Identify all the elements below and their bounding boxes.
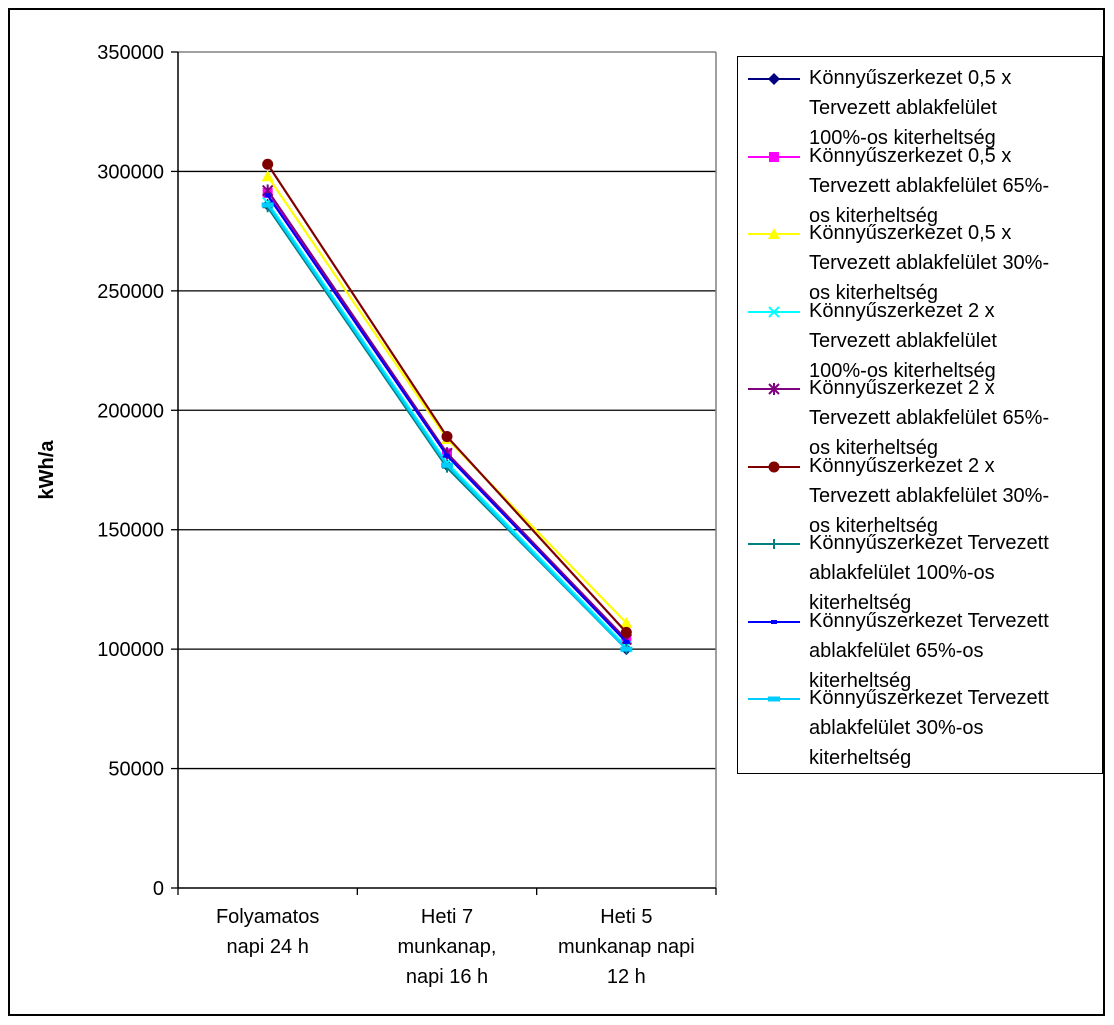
legend-label-line: Könnyűszerkezet 0,5 x <box>809 67 1012 89</box>
x-tick-label: munkanap napi <box>558 936 695 958</box>
legend-item: Könnyűszerkezet Tervezett ablakfelület 30… <box>738 683 1104 773</box>
y-tick-label: 300000 <box>97 161 164 183</box>
legend-item: Könnyűszerkezet 0,5 x Tervezett ablakfelü… <box>738 141 1104 231</box>
y-tick-label: 250000 <box>97 281 164 303</box>
legend-label-line: ablakfelület 65%-os <box>809 639 984 662</box>
legend-label-line: Könnyűszerkezet Tervezett <box>809 532 1049 554</box>
legend-marker <box>768 461 780 472</box>
legend-item: Könnyűszerkezet 2 x Tervezett ablakfelüle… <box>738 451 1104 541</box>
legend-label-line: Könnyűszerkezet 0,5 x <box>809 144 1012 167</box>
legend-marker <box>768 383 780 395</box>
x-tick-label: napi 24 h <box>227 936 309 958</box>
data-point <box>441 431 453 443</box>
legend-swatch <box>748 228 800 239</box>
legend-label-line: Tervezett ablakfelület 30%- <box>809 252 1050 274</box>
legend-swatch <box>748 619 800 624</box>
series-line <box>266 175 628 624</box>
legend: Könnyűszerkezet 0,5 x Tervezett ablakfelü… <box>737 56 1103 774</box>
data-point <box>620 646 633 652</box>
x-tick-label: munkanap, <box>398 936 497 958</box>
legend-label-line: Tervezett ablakfelület 65%- <box>809 407 1050 429</box>
y-tick-label: 100000 <box>97 639 164 661</box>
legend-label: Könnyűszerkezet Tervezett ablakfelület 10… <box>809 528 1099 618</box>
x-tick-label: Folyamatos <box>216 906 319 928</box>
legend-item: Könnyűszerkezet Tervezett ablakfelület 65… <box>738 606 1104 696</box>
legend-label-line: ablakfelület 100%-os <box>809 562 995 584</box>
y-tick-label: 200000 <box>97 400 164 422</box>
legend-label-line: Könnyűszerkezet 0,5 x <box>809 222 1012 244</box>
legend-marker <box>768 696 780 702</box>
data-point <box>262 158 274 170</box>
data-point <box>620 616 633 628</box>
legend-marker <box>768 305 780 318</box>
x-tick-label: Heti 5 <box>600 906 652 928</box>
y-tick-label: 150000 <box>97 520 164 542</box>
legend-marker <box>771 619 777 624</box>
legend-label-line: kiterheltség <box>809 747 912 769</box>
legend-label-line: os kiterheltség <box>809 204 938 227</box>
x-tick-label: napi 16 h <box>406 966 488 988</box>
legend-label: Könnyűszerkezet Tervezett ablakfelület 65… <box>809 606 1099 696</box>
legend-swatch <box>748 305 800 318</box>
legend-label-line: kiterheltség <box>809 592 912 614</box>
legend-label-line: Tervezett ablakfelület <box>809 97 997 119</box>
legend-marker <box>769 151 779 162</box>
data-point <box>444 453 450 458</box>
legend-label: Könnyűszerkezet 2 x Tervezett ablakfelüle… <box>809 373 1099 463</box>
x-tick-label: Heti 7 <box>421 906 473 928</box>
legend-swatch <box>748 73 800 85</box>
data-point <box>623 639 630 644</box>
legend-swatch <box>748 461 800 472</box>
legend-swatch <box>748 383 800 395</box>
legend-item: Könnyűszerkezet 2 x Tervezett ablakfelüle… <box>738 373 1104 463</box>
legend-marker <box>768 73 780 85</box>
legend-swatch <box>748 696 800 702</box>
legend-swatch <box>748 539 800 549</box>
y-tick-label: 50000 <box>108 759 164 781</box>
data-point <box>264 193 271 198</box>
legend-label-line: Könnyűszerkezet Tervezett <box>809 609 1049 632</box>
legend-label-line: os kiterheltség <box>809 437 938 459</box>
legend-label-line: Tervezett ablakfelület 30%- <box>809 484 1050 507</box>
legend-label-line: Könnyűszerkezet 2 x <box>809 454 995 477</box>
legend-label-line: Könnyűszerkezet 2 x <box>809 299 995 322</box>
data-point <box>441 462 453 468</box>
legend-item: Könnyűszerkezet 0,5 x Tervezett ablakfelü… <box>738 218 1104 308</box>
series-9 <box>261 202 633 652</box>
legend-label-line: os kiterheltség <box>809 282 938 304</box>
legend-label-line: Tervezett ablakfelület 65%- <box>809 174 1050 197</box>
legend-item: Könnyűszerkezet Tervezett ablakfelület 10… <box>738 528 1104 618</box>
legend-marker <box>769 539 779 549</box>
legend-label: Könnyűszerkezet Tervezett ablakfelület 30… <box>809 683 1099 773</box>
data-point <box>261 202 274 208</box>
series-6 <box>262 158 632 638</box>
y-tick-label: 0 <box>153 878 164 900</box>
legend-item: Könnyűszerkezet 2 x Tervezett ablakfelüle… <box>738 296 1104 386</box>
legend-label: Könnyűszerkezet 0,5 x Tervezett ablakfelü… <box>809 63 1099 153</box>
legend-label-line: Tervezett ablakfelület <box>809 329 997 352</box>
legend-label: Könnyűszerkezet 0,5 x Tervezett ablakfelü… <box>809 141 1099 231</box>
legend-swatch <box>748 151 800 162</box>
legend-label-line: 100%-os kiterheltség <box>809 127 996 149</box>
legend-label: Könnyűszerkezet 0,5 x Tervezett ablakfelü… <box>809 218 1099 308</box>
x-tick-label: 12 h <box>607 966 646 988</box>
legend-label: Könnyűszerkezet 2 x Tervezett ablakfelüle… <box>809 451 1099 541</box>
y-tick-label: 350000 <box>97 42 164 64</box>
series-8 <box>264 193 630 644</box>
legend-label-line: Könnyűszerkezet Tervezett <box>809 687 1049 709</box>
legend-label-line: os kiterheltség <box>809 514 938 537</box>
y-axis-title: kWh/a <box>36 440 58 500</box>
legend-marker <box>768 228 780 239</box>
data-point <box>620 626 632 638</box>
series-line <box>266 163 628 634</box>
legend-label-line: Könnyűszerkezet 2 x <box>809 377 995 399</box>
legend-label-line: ablakfelület 30%-os <box>809 717 984 739</box>
data-point <box>261 170 274 182</box>
legend-label-line: kiterheltség <box>809 669 912 692</box>
legend-label-line: 100%-os kiterheltség <box>809 359 996 382</box>
legend-item: Könnyűszerkezet 0,5 x Tervezett ablakfelü… <box>738 63 1104 153</box>
legend-label: Könnyűszerkezet 2 x Tervezett ablakfelüle… <box>809 296 1099 386</box>
